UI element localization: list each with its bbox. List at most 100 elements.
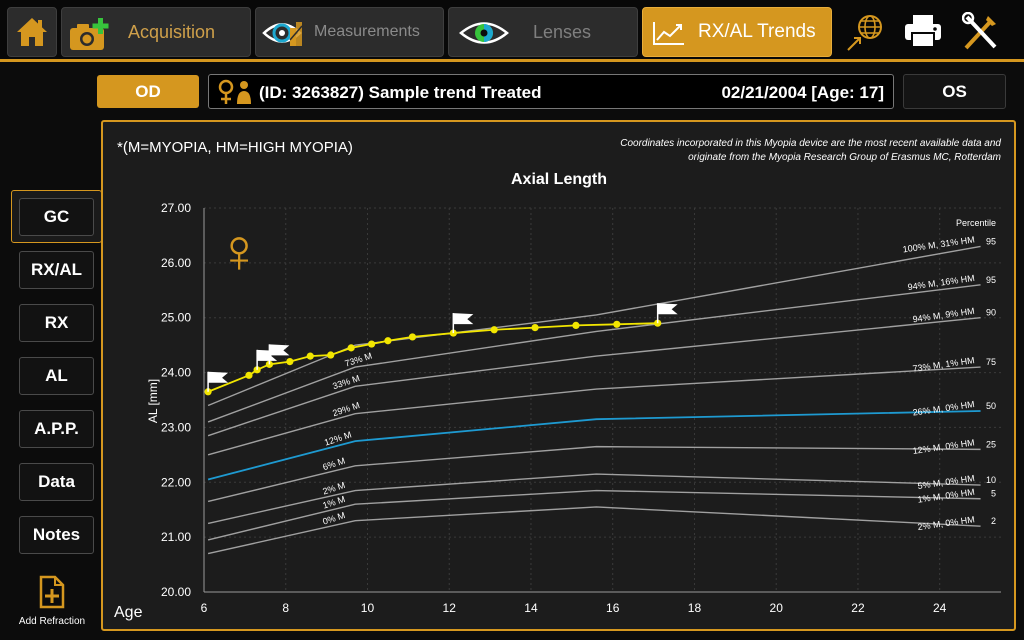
sidebar-item-data[interactable]: Data [19,463,94,501]
y-tick-label: 26.00 [161,256,191,270]
measurement-point [384,337,392,345]
percentile-curve [207,366,981,456]
measurement-point [613,320,621,328]
y-tick-label: 25.00 [161,311,191,325]
percentile-value: 95 [986,236,996,246]
sidebar-item-notes[interactable]: Notes [19,516,94,554]
legend-note: *(M=MYOPIA, HM=HIGH MYOPIA) [117,139,353,156]
x-tick-label: 10 [361,601,375,615]
printer-icon[interactable] [903,13,943,49]
curve-end-label: 12% M, 0% HM [912,437,975,456]
sidebar-item-rx-al[interactable]: RX/AL [19,251,94,289]
percentile-value: 10 [986,475,996,485]
home-icon [17,18,47,46]
trends-label: RX/AL Trends [698,21,816,42]
treatment-flag-icon[interactable] [452,313,474,334]
tools-icon[interactable] [962,12,1000,52]
sidebar-item-app[interactable]: A.P.P. [19,410,94,448]
eye-measure-icon [262,22,303,46]
treatment-flag-icon[interactable] [207,371,229,392]
acquisition-label: Acquisition [128,21,216,42]
percentile-value: 50 [986,401,996,411]
percentile-value: 5 [991,489,996,499]
y-tick-label: 23.00 [161,420,191,434]
percentile-value: 25 [986,439,996,449]
sidebar-item-al[interactable]: AL [19,357,94,395]
patient-name: (ID: 3263827) Sample trend Treated [259,83,542,102]
rx-al-trends-tab[interactable]: RX/AL Trends [642,7,832,57]
top-toolbar: Acquisition Measurements Lenses RX/AL Tr… [0,0,1024,62]
patient-info-box: (ID: 3263827) Sample trend Treated 02/21… [208,74,894,109]
curve-end-label: 2% M, 0% HM [917,514,975,532]
percentile-header: Percentile [956,218,996,228]
x-tick-label: 16 [606,601,620,615]
os-eye-button[interactable]: OS [903,74,1006,109]
lenses-label: Lenses [533,21,592,42]
sidebar-item-gc[interactable]: GC [19,198,94,236]
x-tick-label: 18 [688,601,702,615]
percentile-curve [207,284,981,423]
y-tick-label: 24.00 [161,366,191,380]
home-button[interactable] [7,7,57,57]
percentile-curve [207,489,981,541]
y-tick-label: 20.00 [161,585,191,599]
percentile-curve [207,506,981,555]
source-note: Coordinates incorporated in this Myopia … [620,138,1001,149]
trend-chart-icon [653,22,684,45]
add-refraction-button[interactable]: Add Refraction [10,575,94,627]
curve-inline-label: 33% M [331,373,361,391]
lenses-tab[interactable]: Lenses [448,7,638,57]
y-tick-label: 22.00 [161,475,191,489]
add-document-icon [39,575,65,609]
x-tick-label: 8 [282,601,289,615]
measurement-point [347,344,355,352]
y-tick-label: 27.00 [161,201,191,215]
measurement-point [327,351,335,359]
percentile-value: 90 [986,308,996,318]
x-tick-label: 6 [201,601,208,615]
measurement-point [531,323,539,332]
x-tick-label: 14 [524,601,538,615]
measurement-point [286,358,294,366]
measurement-point [367,340,376,348]
curve-end-label: 26% M, 0% HM [912,399,975,418]
x-axis-label: Age [114,604,143,621]
sidebar-item-rx[interactable]: RX [19,304,94,342]
measurement-point [572,321,580,329]
female-symbol-icon: ♀ [216,217,263,286]
axial-length-chart-panel: 20.00 21.00 22.00 23.00 24.00 25.00 26.00 27.00… [101,120,1016,631]
x-tick-label: 12 [443,601,457,615]
curve-inline-label: 6% M [321,456,346,473]
percentile-value: 2 [991,516,996,526]
y-tick-label: 21.00 [161,530,191,544]
treatment-flag-icon[interactable] [656,303,678,324]
curve-inline-label: 29% M [331,400,361,418]
curve-inline-label: 1% M [321,494,346,511]
acquisition-tab[interactable]: Acquisition [61,7,251,57]
add-refraction-label: Add Refraction [18,616,86,627]
percentile-curve [207,245,981,407]
treatment-flag-icon[interactable] [268,344,290,365]
axial-length-chart[interactable]: 20.00 21.00 22.00 23.00 24.00 25.00 26.00 27.00… [103,122,1014,629]
measurements-label: Measurements [314,23,420,40]
gender-parent-child-icon [218,79,251,104]
x-tick-label: 22 [851,601,865,615]
measurement-point [306,352,314,360]
camera-add-icon [70,18,109,50]
chart-title: Axial Length [511,171,607,188]
curve-end-label: 73% M, 1% HM [912,355,975,374]
percentile-curve [207,317,981,437]
x-tick-label: 20 [770,601,784,615]
source-note: originate from the Myopia Research Group… [688,152,1001,163]
measurements-tab[interactable]: Measurements [255,7,444,57]
toolbar-divider [0,59,1024,62]
eye-lens-icon [459,22,509,44]
patient-dob-age: 02/21/2004 [Age: 17] [721,83,884,102]
globe-icon[interactable] [846,12,886,52]
percentile-value: 75 [986,357,996,367]
curve-end-label: 100% M, 31% HM [902,234,975,254]
percentile-value: 95 [986,275,996,285]
measurement-point [490,326,498,334]
measurement-point [408,333,417,341]
od-eye-button[interactable]: OD [97,75,199,108]
